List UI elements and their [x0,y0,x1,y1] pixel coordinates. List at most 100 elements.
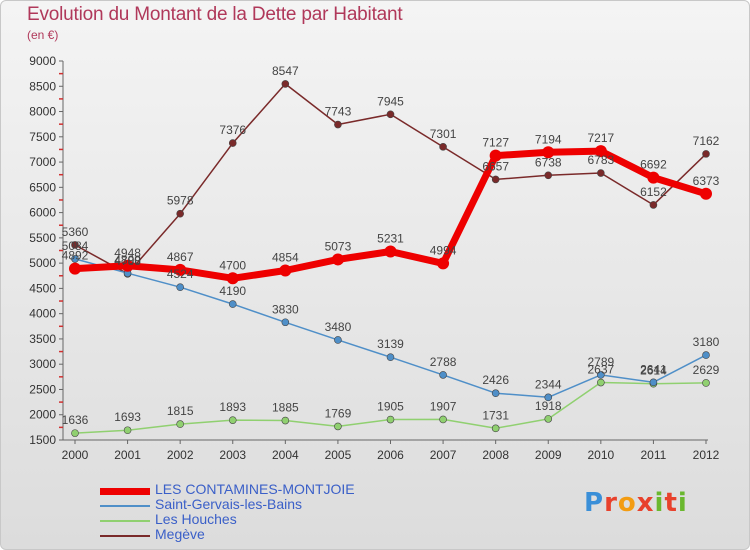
data-label: 1636 [62,413,89,427]
data-label: 5360 [62,225,89,239]
data-label: 5073 [325,239,352,253]
data-point [489,149,502,162]
data-label: 4854 [272,251,299,265]
data-point [597,169,605,177]
data-point [228,139,237,147]
data-point [71,255,79,263]
data-label: 1693 [114,410,141,424]
data-point [123,426,132,435]
data-label: 4994 [430,243,457,257]
data-label: 1731 [482,408,509,422]
data-label: 4948 [114,246,141,260]
x-tick-label: 2009 [535,448,562,462]
legend-item: LES CONTAMINES-MONTJOIE [100,481,440,499]
legend-label: LES CONTAMINES-MONTJOIE [155,481,355,497]
data-label: 2614 [640,364,667,378]
data-point [702,379,710,387]
data-point [542,146,555,159]
data-point [71,241,79,249]
chart-subtitle: (en €) [27,28,59,42]
x-tick-label: 2000 [62,448,89,462]
data-label: 1918 [535,399,562,413]
data-point [702,351,710,359]
data-label: 7217 [587,131,614,145]
data-point [334,120,342,129]
data-label: 6657 [482,159,509,173]
x-tick-label: 2007 [430,448,457,462]
data-label: 1769 [325,406,352,420]
data-point [700,187,712,200]
y-tick-label: 2000 [29,408,56,422]
data-point [331,253,344,266]
data-label: 7194 [535,132,562,146]
data-point [649,201,658,209]
data-label: 5231 [377,231,404,245]
data-label: 7945 [377,94,404,108]
legend-swatch [100,535,150,537]
data-label: 5084 [62,239,89,253]
legend-swatch [100,487,150,495]
data-label: 3480 [325,320,352,334]
data-label: 4190 [219,284,246,298]
y-tick-label: 7000 [29,155,56,169]
data-point [226,272,239,285]
data-label: 3830 [272,302,299,316]
data-label: 2789 [587,355,614,369]
y-tick-label: 5000 [29,256,56,270]
data-label: 6152 [640,185,667,199]
data-point [491,424,500,433]
y-tick-label: 9000 [29,54,56,68]
data-point [594,145,607,158]
data-point [544,415,553,423]
y-tick-label: 8000 [29,105,56,119]
data-point [71,429,79,437]
legend-label: Les Houches [155,511,237,527]
data-label: 4524 [167,267,194,281]
y-tick-label: 7500 [29,130,56,144]
data-point [281,318,290,327]
x-tick-label: 2002 [167,448,194,462]
data-label: 5978 [167,194,194,208]
data-point [281,80,290,88]
data-point [176,209,184,218]
data-label: 4892 [62,249,89,263]
data-label: 1907 [430,399,457,413]
data-point [439,371,447,379]
data-point [384,245,397,258]
data-label: 3180 [693,335,720,349]
data-label: 1885 [272,401,299,415]
data-label: 4800 [114,253,141,267]
proxiti-logo: Proxiti [584,488,688,518]
y-tick-label: 1500 [29,433,56,447]
data-label: 7162 [693,134,720,148]
x-tick-label: 2003 [219,448,246,462]
chart-legend: LES CONTAMINES-MONTJOIE Saint-Gervais-les… [100,481,440,544]
data-label: 1905 [377,400,404,414]
data-point [386,415,395,424]
legend-item: Saint-Gervais-les-Bains [100,496,440,514]
data-label: 6783 [587,153,614,167]
data-label: 4867 [167,250,194,264]
data-point [386,110,395,119]
data-label: 6373 [693,174,720,188]
legend-label: Saint-Gervais-les-Bains [155,496,303,512]
data-label: 7127 [482,136,509,150]
y-tick-label: 4000 [29,307,56,321]
data-point [437,257,450,270]
data-point [174,263,187,276]
y-tick-label: 3500 [29,332,56,346]
data-point [544,393,553,402]
data-label: 7376 [219,123,246,137]
data-point [176,283,184,291]
data-point [334,336,342,344]
data-point [176,420,184,428]
data-label: 6738 [535,155,562,169]
data-point [597,378,605,387]
y-tick-label: 8500 [29,79,56,93]
data-label: 3139 [377,337,404,351]
data-label: 2344 [535,377,562,391]
x-tick-label: 2004 [272,448,299,462]
data-point [649,378,658,387]
data-label: 8547 [272,64,299,78]
